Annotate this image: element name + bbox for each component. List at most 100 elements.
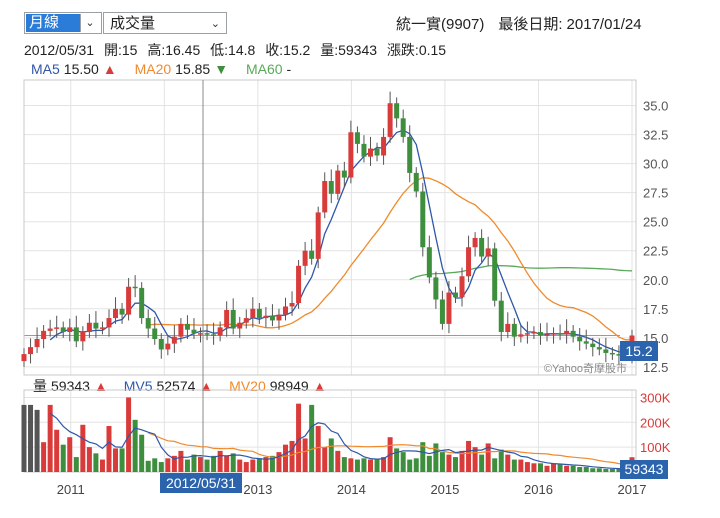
candle-body xyxy=(113,308,119,319)
price-tick-label: 27.5 xyxy=(643,186,668,201)
candle-body xyxy=(426,247,432,278)
volume-bar xyxy=(505,454,511,472)
ma60-line xyxy=(409,264,633,281)
candle-body xyxy=(86,322,92,333)
volume-bar xyxy=(171,455,177,472)
time-tick-label: 2011 xyxy=(57,482,85,497)
volume-bar xyxy=(426,455,432,472)
ma20-value: 15.85 xyxy=(175,61,211,77)
volume-bar xyxy=(80,424,86,472)
candle-body xyxy=(439,299,445,324)
volume-bar xyxy=(413,458,419,472)
indicator-select-value: 成交量 xyxy=(110,15,156,32)
candle-body xyxy=(237,322,243,329)
volume-bar xyxy=(570,465,576,472)
volume-bar xyxy=(73,457,79,472)
candle-body xyxy=(348,132,354,178)
ma20-line xyxy=(148,177,633,341)
volume-bar xyxy=(250,459,256,472)
candle-body xyxy=(309,250,315,259)
candle-body xyxy=(283,306,289,315)
volume-bar xyxy=(394,448,400,472)
candle-body xyxy=(80,332,86,342)
candle-body xyxy=(459,276,465,298)
volume-average-lines xyxy=(49,412,633,470)
candle-body xyxy=(67,327,73,333)
candle-body xyxy=(139,287,145,319)
ohlc-low: 低:14.8 xyxy=(210,42,256,58)
volume-bar xyxy=(34,409,40,472)
volume-bar xyxy=(256,458,262,472)
candle-body xyxy=(341,170,347,178)
volume-bar xyxy=(139,434,145,472)
price-tick-label: 17.5 xyxy=(643,302,668,317)
ma60-value: - xyxy=(286,61,292,77)
candle-body xyxy=(485,248,491,257)
candle-body xyxy=(198,333,204,335)
volume-bar xyxy=(328,438,334,472)
volume-bar xyxy=(459,450,465,472)
ohlc-change: 漲跌:0.15 xyxy=(386,42,447,58)
chevron-down-icon[interactable]: ⌄ xyxy=(80,14,99,32)
candle-body xyxy=(93,322,99,329)
ohlc-open: 開:15 xyxy=(103,42,138,58)
volume-bar xyxy=(446,454,452,472)
chevron-down-icon[interactable]: ⌄ xyxy=(210,18,220,30)
candle-body xyxy=(126,286,132,315)
candle-body xyxy=(256,308,262,319)
volume-bar xyxy=(54,429,60,472)
volume-bar xyxy=(178,450,184,472)
volume-bar xyxy=(354,459,360,472)
volume-bar xyxy=(439,452,445,472)
volume-bar xyxy=(452,457,458,472)
candle-body xyxy=(361,143,367,157)
volume-bar xyxy=(21,404,27,472)
candle-body xyxy=(60,327,66,333)
candle-body xyxy=(165,343,171,350)
candle-body xyxy=(609,352,615,355)
volume-bar xyxy=(152,458,158,472)
volume-bar xyxy=(583,467,589,472)
candle-body xyxy=(322,181,328,213)
volume-bar xyxy=(28,404,34,472)
volume-bar xyxy=(276,452,282,472)
volume-bar xyxy=(466,440,472,472)
volume-bar xyxy=(302,438,308,472)
period-select[interactable]: 月線 ⌄ xyxy=(24,12,102,34)
volume-bar xyxy=(184,459,190,472)
ohlc-close: 收:15.2 xyxy=(265,42,311,58)
candle-body xyxy=(158,338,164,350)
candle-body xyxy=(191,329,197,334)
candle-body xyxy=(106,318,112,328)
ohlc-date: 2012/05/31 xyxy=(24,42,95,58)
ohlc-readout: 2012/05/31 開:15 高:16.45 低:14.8 收:15.2 量:… xyxy=(24,40,452,60)
candle-body xyxy=(570,330,576,337)
candle-body xyxy=(47,328,53,331)
volume-bar xyxy=(269,455,275,472)
volume-bar xyxy=(596,468,602,472)
candle-body xyxy=(302,250,308,266)
candle-body xyxy=(211,334,217,336)
volume-bar xyxy=(524,462,530,472)
candle-body xyxy=(557,333,563,335)
ohlc-volume: 量:59343 xyxy=(320,42,378,58)
volume-bar xyxy=(283,444,289,472)
volume-axis-labels: 100K 200K 300K xyxy=(640,390,671,455)
candle-body xyxy=(387,103,393,137)
volume-bar xyxy=(67,437,73,472)
candle-body xyxy=(224,309,230,328)
indicator-select[interactable]: 成交量 ⌄ xyxy=(103,12,227,34)
ma20-label: MA20 xyxy=(134,61,172,77)
candlesticks xyxy=(21,91,635,367)
time-tick-label: 2016 xyxy=(524,482,553,497)
candle-body xyxy=(452,292,458,298)
volume-bar xyxy=(47,404,53,472)
candle-body xyxy=(511,323,517,337)
last-date: 2017/01/24 xyxy=(566,16,642,33)
candle-body xyxy=(28,347,34,355)
candle-body xyxy=(472,237,478,248)
candle-body xyxy=(296,265,302,303)
volume-bar xyxy=(374,459,380,472)
candle-body xyxy=(41,330,47,339)
